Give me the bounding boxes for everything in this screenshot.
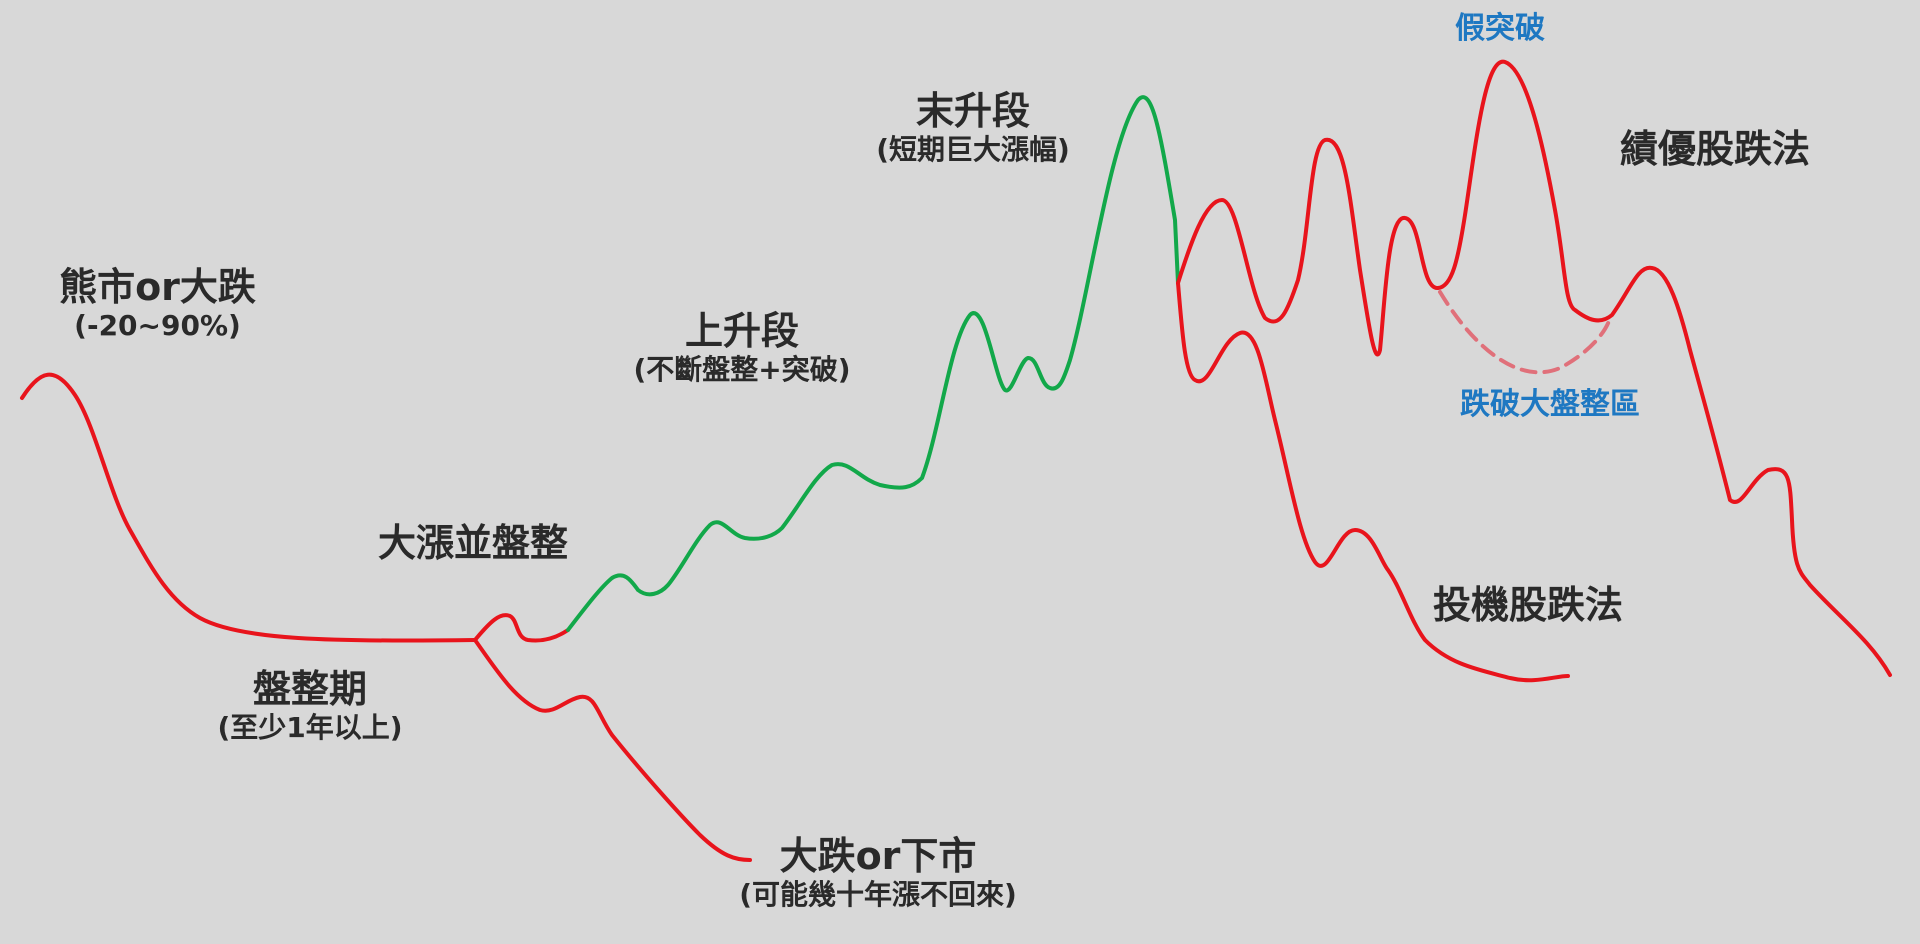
big-rise-title: 大漲並盤整 [377,521,568,565]
crash-subtitle: (可能幾十年漲不回來) [739,877,1017,911]
consolidation-dashed-arc [1438,290,1612,375]
fake-breakout-title: 假突破 [1455,11,1545,46]
speculative-decline-curve [1176,281,1570,683]
big-rise-label: 大漲並盤整 [368,521,578,566]
final-stage-title: 末升段 [915,89,1030,133]
crash-label: 大跌or下市 (可能幾十年漲不回來) [718,834,1038,911]
break-range-label: 跌破大盤整區 [1440,387,1660,423]
final-stage-subtitle: (短期巨大漲幅) [876,132,1070,166]
spec-drop-title: 投機股跌法 [1432,583,1623,627]
consolidation-subtitle: (至少1年以上) [217,710,403,744]
crash-curve [473,638,752,862]
bear-market-label: 熊市or大跌 (-20~90%) [50,265,265,342]
spec-drop-label: 投機股跌法 [1418,583,1638,628]
break-range-title: 跌破大盤整區 [1460,387,1640,422]
consolidation-label: 盤整期 (至少1年以上) [200,667,420,744]
bear-market-title: 熊市or大跌 [59,265,256,309]
consolidation-title: 盤整期 [252,667,367,711]
rising-stage-label: 上升段 (不斷盤整+突破) [612,309,872,386]
blue-chip-decline-curve [1176,59,1892,677]
blue-chip-drop-label: 績優股跌法 [1600,127,1830,172]
bear-market-curve [20,372,477,643]
final-stage-label: 末升段 (短期巨大漲幅) [858,89,1088,166]
crash-title: 大跌or下市 [779,834,977,878]
bear-market-subtitle: (-20~90%) [74,308,241,342]
blue-chip-drop-title: 績優股跌法 [1619,127,1810,171]
fake-breakout-label: 假突破 [1430,11,1570,47]
rising-stage-curve [566,95,1180,632]
rising-stage-title: 上升段 [684,309,799,353]
rising-stage-subtitle: (不斷盤整+突破) [633,352,851,386]
big-rise-curve [473,613,570,643]
